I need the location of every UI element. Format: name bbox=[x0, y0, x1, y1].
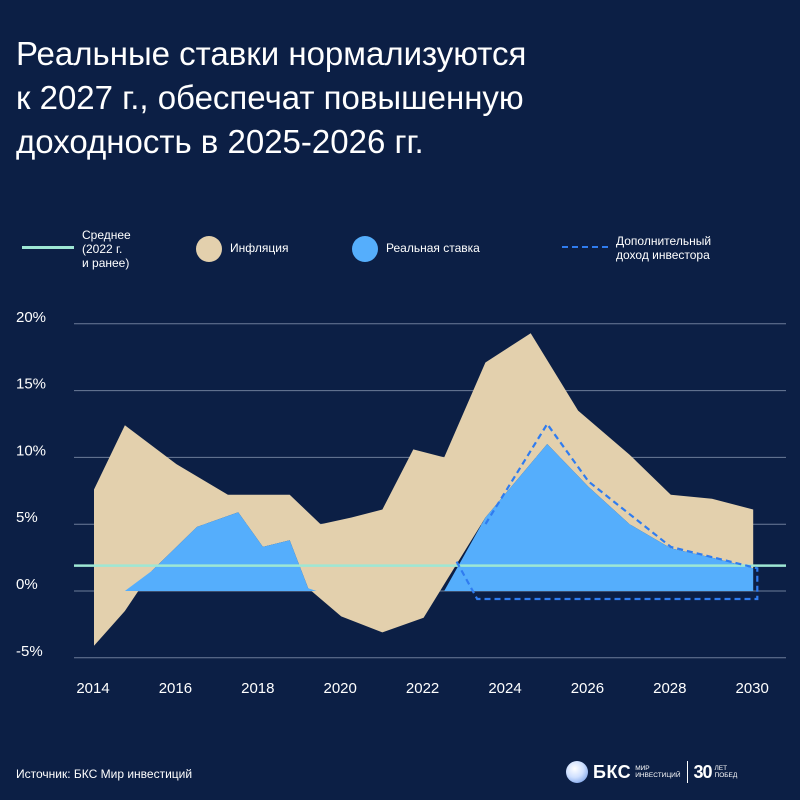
source-note: Источник: БКС Мир инвестиций bbox=[16, 767, 193, 781]
legend-item-extra-income: Дополнительный доход инвестора bbox=[562, 234, 711, 262]
legend-label-extra-income: Дополнительный доход инвестора bbox=[616, 234, 712, 262]
y-tick-label: 5% bbox=[16, 509, 38, 526]
title-line-2: к 2027 г., обеспечат повышенную bbox=[16, 79, 524, 116]
legend-label-real-rate: Реальная ставка bbox=[386, 241, 480, 255]
x-tick-label: 2016 bbox=[159, 680, 192, 697]
chart-title: Реальные ставки нормализуются к 2027 г.,… bbox=[16, 32, 716, 164]
inflation-area bbox=[94, 333, 754, 646]
y-tick-label: 10% bbox=[16, 442, 46, 459]
x-tick-label: 2026 bbox=[571, 680, 604, 697]
x-tick-label: 2018 bbox=[241, 680, 274, 697]
globe-icon bbox=[566, 761, 588, 783]
legend-item-average: Среднее (2022 г. и ранее) bbox=[22, 228, 131, 270]
y-tick-label: 15% bbox=[16, 376, 46, 393]
y-tick-label: -5% bbox=[16, 643, 43, 660]
x-tick-label: 2030 bbox=[736, 680, 769, 697]
title-line-3: доходность в 2025-2026 гг. bbox=[16, 123, 424, 160]
anniversary-subtitle: ЛЕТ ПОБЕД bbox=[714, 765, 738, 779]
legend-item-real-rate: Реальная ставка bbox=[352, 228, 480, 262]
logo-subtitle: МИР ИНВЕСТИЦИЙ bbox=[635, 765, 681, 779]
legend-label-inflation: Инфляция bbox=[230, 241, 289, 255]
logo-divider bbox=[686, 761, 688, 783]
average-line-swatch bbox=[22, 246, 74, 249]
anniversary-number: 30 bbox=[693, 761, 713, 782]
y-tick-label: 20% bbox=[16, 309, 46, 326]
legend-label-average: Среднее (2022 г. и ранее) bbox=[82, 228, 131, 270]
x-tick-label: 2028 bbox=[653, 680, 686, 697]
inflation-swatch bbox=[196, 236, 222, 262]
y-tick-label: 0% bbox=[16, 576, 38, 593]
chart-legend: Среднее (2022 г. и ранее) Инфляция Реаль… bbox=[0, 222, 800, 272]
x-tick-label: 2020 bbox=[324, 680, 357, 697]
x-tick-label: 2022 bbox=[406, 680, 439, 697]
legend-item-inflation: Инфляция bbox=[196, 228, 288, 262]
title-line-1: Реальные ставки нормализуются bbox=[16, 35, 527, 72]
area-chart: 20% 15% 10% 5% 0% -5% 2014 2016 2018 2020 2022 2024… bbox=[16, 309, 786, 697]
extra-income-dash-swatch bbox=[562, 246, 608, 248]
bks-logo: БКС МИР ИНВЕСТИЦИЙ 30 ЛЕТ ПОБЕД bbox=[566, 758, 737, 786]
real-rate-area bbox=[124, 444, 754, 591]
x-tick-label: 2014 bbox=[76, 680, 109, 697]
real-rate-swatch bbox=[352, 236, 378, 262]
x-tick-label: 2024 bbox=[488, 680, 521, 697]
logo-brand: БКС bbox=[593, 761, 632, 782]
